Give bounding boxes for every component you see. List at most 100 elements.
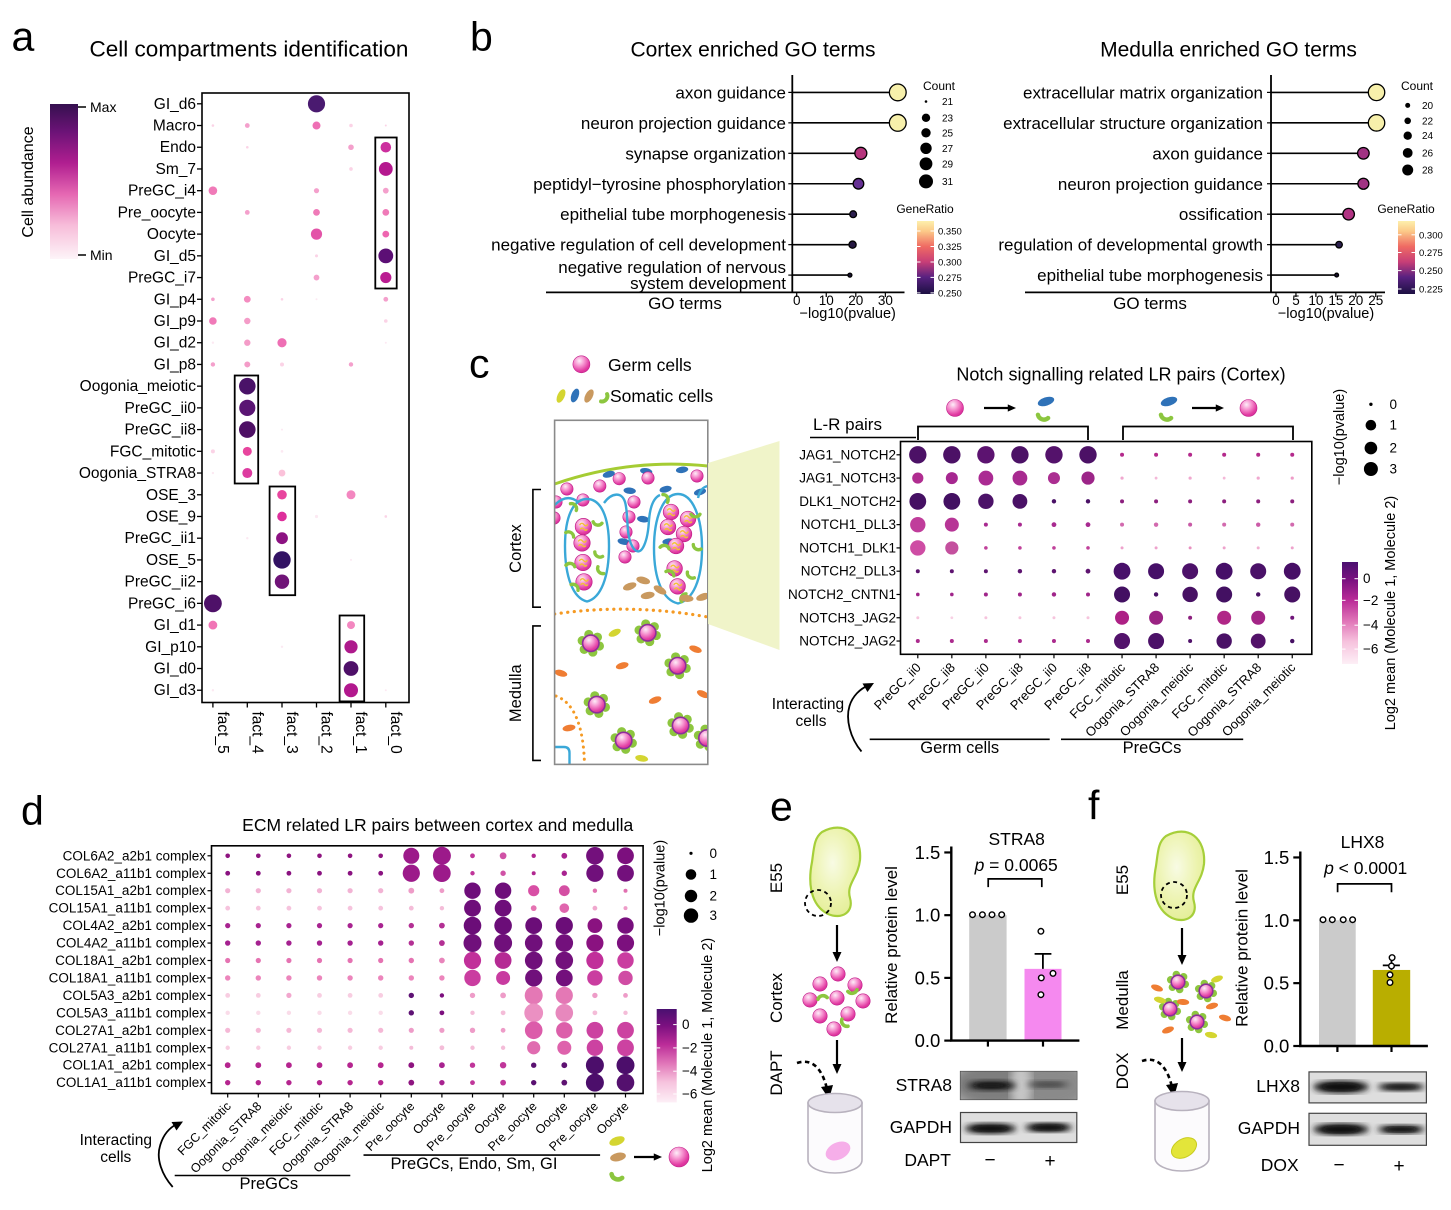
svg-text:GAPDH: GAPDH — [1238, 1118, 1300, 1138]
svg-text:1: 1 — [1390, 418, 1398, 433]
svg-text:Interacting: Interacting — [80, 1132, 152, 1149]
svg-text:21: 21 — [942, 97, 954, 108]
svg-text:d: d — [21, 788, 44, 834]
svg-text:28: 28 — [1422, 166, 1434, 177]
svg-text:NOTCH2_JAG2: NOTCH2_JAG2 — [799, 634, 896, 649]
svg-text:−2: −2 — [1363, 593, 1378, 608]
svg-text:GI_d0: GI_d0 — [154, 661, 197, 678]
svg-text:LHX8: LHX8 — [1341, 832, 1385, 852]
svg-text:COL18A1_a11b1 complex: COL18A1_a11b1 complex — [49, 970, 207, 985]
svg-text:negative regulation of nervous: negative regulation of nervous — [558, 258, 786, 277]
svg-text:Cell abundance: Cell abundance — [20, 126, 37, 237]
svg-text:NOTCH2_CNTN1: NOTCH2_CNTN1 — [788, 587, 896, 602]
svg-text:JAG1_NOTCH2: JAG1_NOTCH2 — [799, 447, 896, 462]
svg-text:24: 24 — [1422, 131, 1434, 142]
svg-text:ossification: ossification — [1179, 205, 1263, 224]
svg-text:ECM related LR pairs between c: ECM related LR pairs between cortex and … — [242, 815, 633, 835]
svg-text:GI_d1: GI_d1 — [154, 617, 196, 634]
svg-text:−: − — [1333, 1155, 1344, 1176]
svg-text:FGC_mitotic: FGC_mitotic — [110, 443, 196, 460]
svg-text:31: 31 — [942, 177, 954, 188]
svg-text:25: 25 — [1368, 293, 1383, 308]
svg-text:axon guidance: axon guidance — [675, 83, 786, 102]
svg-text:−4: −4 — [1363, 618, 1379, 633]
svg-text:synapse organization: synapse organization — [625, 144, 786, 163]
svg-text:GI_d6: GI_d6 — [154, 96, 196, 113]
svg-text:fact_4: fact_4 — [248, 712, 265, 755]
svg-text:COL4A2_a2b1 complex: COL4A2_a2b1 complex — [63, 918, 207, 933]
svg-text:NOTCH1_DLK1: NOTCH1_DLK1 — [799, 540, 896, 555]
svg-text:3: 3 — [1390, 462, 1398, 477]
svg-text:L-R pairs: L-R pairs — [813, 415, 882, 434]
svg-text:PreGC_i7: PreGC_i7 — [128, 270, 196, 287]
svg-text:Log2 mean (Molecule 1, Molecul: Log2 mean (Molecule 1, Molecule 2) — [700, 938, 716, 1173]
svg-text:0: 0 — [1272, 293, 1280, 308]
svg-text:0: 0 — [793, 293, 801, 308]
svg-text:PreGC_ii8: PreGC_ii8 — [125, 422, 197, 439]
svg-text:Macro: Macro — [153, 118, 196, 135]
svg-text:Sm_7: Sm_7 — [156, 161, 197, 178]
svg-text:fact_2: fact_2 — [318, 712, 335, 754]
svg-text:15: 15 — [1328, 293, 1343, 308]
svg-text:PreGC_i6: PreGC_i6 — [128, 595, 196, 612]
svg-text:f: f — [1088, 782, 1100, 828]
svg-text:GI_p8: GI_p8 — [154, 356, 196, 373]
svg-text:30: 30 — [878, 293, 893, 308]
svg-text:NOTCH2_DLL3: NOTCH2_DLL3 — [801, 564, 896, 579]
svg-text:system development: system development — [630, 274, 786, 293]
svg-text:3: 3 — [710, 908, 718, 923]
svg-text:OSE_5: OSE_5 — [146, 552, 196, 569]
svg-text:PreGCs: PreGCs — [1123, 739, 1182, 757]
svg-text:Medulla enriched GO terms: Medulla enriched GO terms — [1100, 39, 1357, 62]
svg-text:Oocyte: Oocyte — [147, 226, 196, 243]
svg-text:Endo: Endo — [160, 139, 196, 156]
svg-text:Somatic cells: Somatic cells — [610, 386, 713, 406]
svg-text:0.300: 0.300 — [938, 258, 962, 269]
svg-text:Relative protein level: Relative protein level — [1232, 869, 1251, 1027]
svg-text:COL6A2_a2b1 complex: COL6A2_a2b1 complex — [63, 848, 207, 863]
svg-text:Count: Count — [1401, 79, 1434, 93]
svg-text:GI_p10: GI_p10 — [145, 639, 196, 656]
svg-text:Max: Max — [90, 99, 116, 115]
svg-text:20: 20 — [1348, 293, 1363, 308]
svg-text:PreGC_i4: PreGC_i4 — [128, 183, 196, 200]
svg-text:OSE_3: OSE_3 — [146, 487, 196, 504]
svg-text:−6: −6 — [682, 1087, 697, 1102]
svg-text:axon guidance: axon guidance — [1152, 144, 1263, 163]
svg-text:fact_5: fact_5 — [214, 712, 231, 754]
svg-text:Cortex enriched GO terms: Cortex enriched GO terms — [630, 39, 875, 62]
svg-text:−log10(pvalue): −log10(pvalue) — [1332, 389, 1348, 485]
svg-text:Log2 mean (Molecule 1, Molecul: Log2 mean (Molecule 1, Molecule 2) — [1383, 496, 1399, 731]
svg-text:DAPT: DAPT — [904, 1150, 951, 1170]
svg-text:a: a — [12, 14, 35, 60]
svg-text:fact_0: fact_0 — [387, 712, 404, 755]
svg-text:−log10(pvalue): −log10(pvalue) — [1278, 306, 1374, 322]
svg-text:OSE_9: OSE_9 — [146, 508, 196, 525]
svg-text:29: 29 — [942, 159, 954, 170]
svg-text:DLK1_NOTCH2: DLK1_NOTCH2 — [799, 494, 896, 509]
svg-text:−log10(pvalue): −log10(pvalue) — [653, 840, 669, 936]
svg-text:b: b — [470, 14, 493, 60]
svg-text:COL27A1_a11b1 complex: COL27A1_a11b1 complex — [49, 1040, 207, 1055]
svg-text:epithelial tube morphogenesis: epithelial tube morphogenesis — [560, 205, 786, 224]
svg-text:−2: −2 — [682, 1040, 697, 1055]
svg-text:0.300: 0.300 — [1419, 230, 1443, 241]
svg-text:2: 2 — [710, 889, 718, 904]
svg-text:p = 0.0065: p = 0.0065 — [974, 855, 1058, 875]
svg-text:e: e — [770, 784, 793, 830]
svg-text:extracellular structure organi: extracellular structure organization — [1003, 114, 1263, 133]
svg-text:extracellular matrix organizat: extracellular matrix organization — [1023, 83, 1263, 102]
svg-text:Germ cells: Germ cells — [920, 739, 999, 757]
svg-text:COL27A1_a2b1 complex: COL27A1_a2b1 complex — [55, 1023, 206, 1038]
svg-text:Cortex: Cortex — [507, 523, 525, 572]
svg-text:0.0: 0.0 — [1264, 1036, 1290, 1057]
svg-text:Pre_oocyte: Pre_oocyte — [118, 204, 196, 221]
svg-text:10: 10 — [1308, 293, 1323, 308]
svg-text:10: 10 — [819, 293, 834, 308]
svg-text:GeneRatio: GeneRatio — [1377, 202, 1435, 216]
svg-text:Cortex: Cortex — [767, 972, 786, 1023]
svg-text:GO terms: GO terms — [648, 294, 722, 313]
svg-text:Interacting: Interacting — [772, 696, 844, 713]
svg-text:27: 27 — [942, 144, 954, 155]
svg-text:Notch signalling related LR pa: Notch signalling related LR pairs (Corte… — [956, 365, 1285, 385]
